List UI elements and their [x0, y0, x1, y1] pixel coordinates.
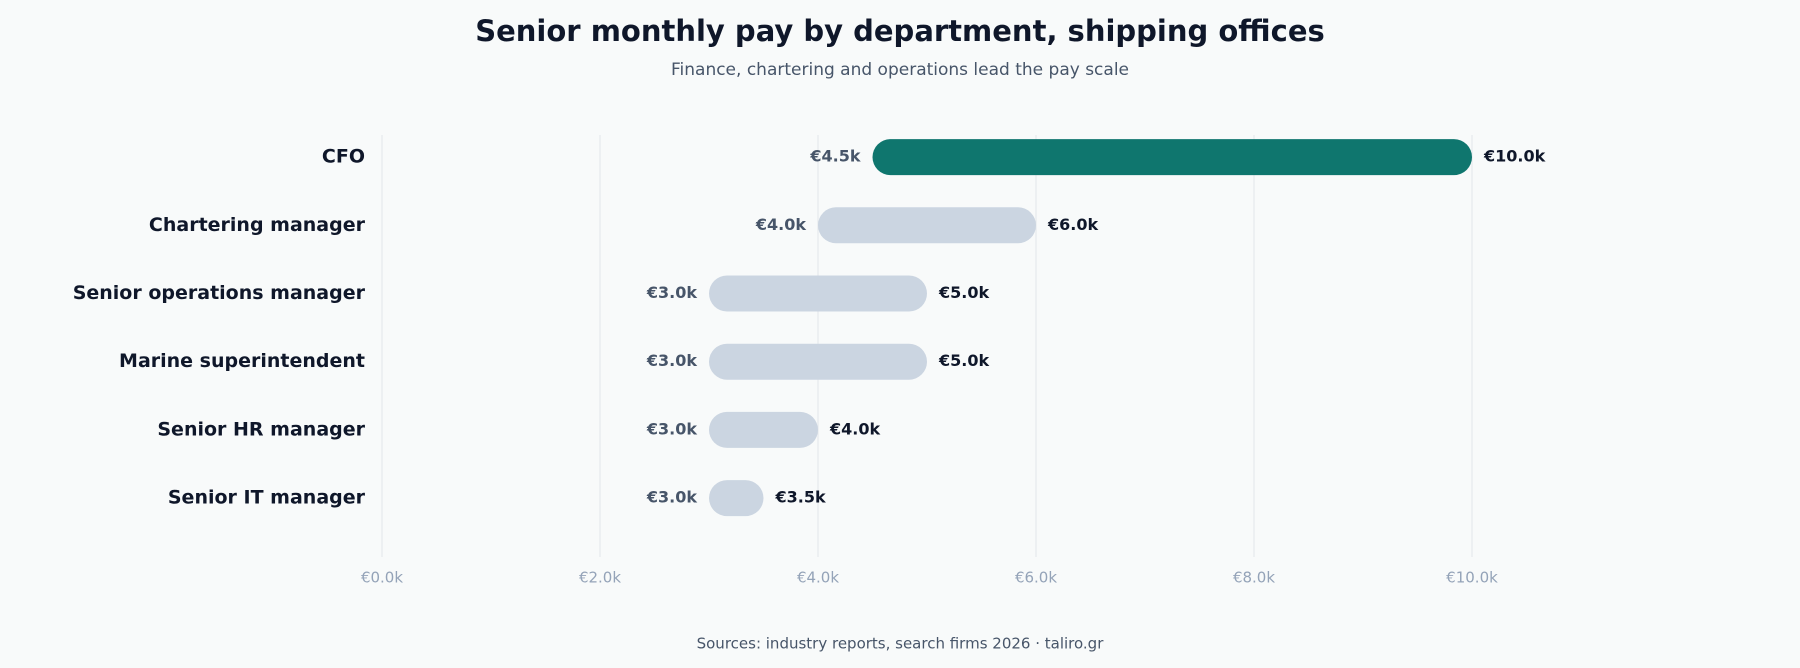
- chart-subtitle: Finance, chartering and operations lead …: [671, 60, 1129, 80]
- low-value-label: €4.5k: [809, 147, 860, 166]
- low-value-label: €3.0k: [646, 351, 697, 370]
- range-bar: [709, 343, 927, 380]
- x-tick-label: €10.0k: [1446, 569, 1498, 587]
- range-bar: [709, 275, 927, 312]
- high-value-label: €5.0k: [938, 351, 989, 370]
- category-label: Chartering manager: [149, 214, 366, 236]
- high-value-label: €4.0k: [829, 419, 880, 438]
- high-value-label: €6.0k: [1047, 215, 1098, 234]
- category-label: Senior HR manager: [157, 418, 365, 440]
- category-label: Senior IT manager: [168, 487, 366, 509]
- range-bar: [872, 139, 1472, 176]
- chart-title: Senior monthly pay by department, shippi…: [475, 14, 1325, 48]
- x-tick-label: €2.0k: [579, 569, 621, 587]
- range-bar: [709, 411, 818, 448]
- low-value-label: €4.0k: [755, 215, 806, 234]
- x-tick-label: €6.0k: [1015, 569, 1057, 587]
- low-value-label: €3.0k: [646, 488, 697, 507]
- x-tick-label: €8.0k: [1233, 569, 1275, 587]
- high-value-label: €5.0k: [938, 283, 989, 302]
- high-value-label: €3.5k: [775, 488, 826, 507]
- range-bar: [709, 480, 764, 517]
- x-tick-label: €0.0k: [361, 569, 403, 587]
- low-value-label: €3.0k: [646, 419, 697, 438]
- category-label: Senior operations manager: [73, 282, 366, 304]
- source-note: Sources: industry reports, search firms …: [697, 635, 1105, 653]
- low-value-label: €3.0k: [646, 283, 697, 302]
- range-bar: [818, 207, 1036, 244]
- category-label: Marine superintendent: [119, 350, 365, 372]
- category-label: CFO: [322, 146, 365, 168]
- x-tick-label: €4.0k: [797, 569, 839, 587]
- high-value-label: €10.0k: [1483, 147, 1546, 166]
